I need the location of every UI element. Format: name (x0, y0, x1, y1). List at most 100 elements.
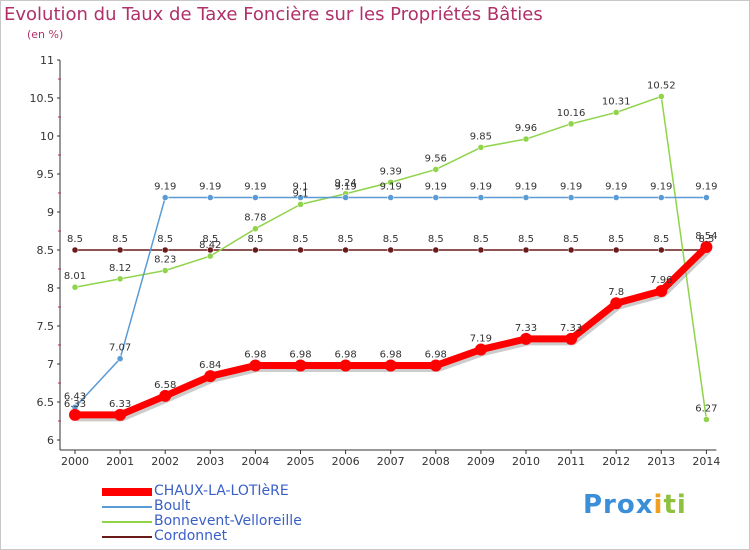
data-label-1: 9.19 (199, 182, 221, 193)
x-tick-label: 2014 (692, 455, 720, 468)
data-point-3 (567, 246, 575, 254)
data-label-1: 9.19 (244, 182, 266, 193)
data-point-0 (114, 408, 127, 421)
data-label-3: 8.5 (653, 234, 669, 245)
x-tick-label: 2008 (422, 455, 450, 468)
data-label-0: 7.33 (560, 323, 582, 334)
data-point-0 (249, 359, 262, 372)
data-point-3 (432, 246, 440, 254)
y-tick-label: 8 (47, 282, 54, 295)
data-label-1: 9.19 (560, 182, 582, 193)
data-point-3 (297, 246, 304, 254)
y-tick-label: 10 (40, 130, 54, 143)
logo-tail: ti (663, 490, 687, 520)
x-tick-label: 2011 (557, 455, 585, 468)
data-point-1 (116, 355, 124, 362)
axes: 6 6.5 7 7.5 8 8.5 9 9.5 10 10.5 11 2000 2001 2002 2003… (30, 54, 721, 468)
data-point-2 (161, 267, 169, 274)
data-label-0: 7.8 (608, 287, 624, 298)
data-label-2: 8.12 (109, 263, 131, 274)
data-labels: 6.33 6.33 6.58 6.84 6.98 6.98 6.98 6.98 6.98 7.19… (64, 80, 718, 414)
chart-subtitle: (en %) (27, 28, 64, 41)
data-label-0: 6.98 (334, 350, 356, 361)
data-label-3: 8.5 (608, 234, 624, 245)
data-label-1: 9.19 (154, 182, 176, 193)
data-label-3: 8.5 (698, 234, 714, 245)
legend-swatch-3 (102, 536, 152, 538)
x-tick-label: 2012 (602, 455, 630, 468)
data-label-3: 8.5 (338, 234, 354, 245)
data-label-0: 6.84 (199, 360, 221, 371)
data-point-1 (432, 194, 440, 201)
data-point-2 (522, 135, 530, 143)
data-point-3 (658, 246, 665, 254)
data-label-2: 10.52 (647, 80, 676, 91)
logo-prox: Prox (583, 490, 654, 520)
y-tick-label: 8.5 (37, 244, 55, 257)
data-point-0 (474, 343, 487, 356)
data-point-2 (252, 225, 259, 232)
data-label-2: 6.27 (695, 403, 717, 414)
legend-label-0: CHAUX-LA-LOTIèRE (154, 483, 289, 499)
legend-label-2: Bonnevent-Velloreille (154, 513, 302, 529)
data-label-3: 8.5 (67, 234, 83, 245)
data-label-1: 9.1 (293, 182, 309, 193)
data-point-1 (703, 194, 710, 201)
data-point-1 (477, 194, 485, 201)
y-tick-label: 11 (40, 54, 54, 67)
data-label-3: 8.5 (563, 234, 579, 245)
data-point-2 (432, 166, 440, 173)
data-label-0: 6.98 (425, 350, 447, 361)
data-point-3 (612, 246, 620, 254)
data-label-0: 6.58 (154, 380, 176, 391)
data-point-2 (387, 179, 394, 186)
x-tick-label: 2013 (647, 455, 675, 468)
data-label-1: 9.19 (605, 182, 627, 193)
data-label-0: 6.98 (244, 350, 266, 361)
data-point-2 (703, 416, 710, 423)
data-point-2 (658, 93, 665, 100)
data-point-3 (477, 246, 485, 254)
data-label-1: 9.19 (380, 182, 402, 193)
legend-label-3: Cordonnet (154, 528, 228, 544)
y-tick-label: 7.5 (37, 320, 55, 333)
x-tick-label: 2010 (512, 455, 540, 468)
x-tick-label: 2006 (332, 455, 360, 468)
data-point-0 (429, 359, 442, 372)
data-point-0 (565, 332, 578, 345)
data-point-0 (520, 332, 532, 345)
data-label-2: 10.16 (557, 108, 586, 119)
data-label-3: 8.5 (157, 234, 173, 245)
data-label-0: 7.96 (650, 275, 672, 286)
y-tick-label: 9.5 (37, 168, 55, 181)
data-point-2 (567, 120, 575, 128)
legend-swatch-1 (102, 506, 152, 508)
data-point-2 (477, 144, 485, 151)
data-point-1 (522, 194, 530, 201)
data-label-2: 8.78 (244, 213, 266, 224)
data-point-2 (116, 275, 124, 283)
data-label-0: 6.98 (380, 350, 402, 361)
data-point-3 (116, 246, 124, 254)
data-label-1: 9.19 (650, 182, 672, 193)
x-tick-label: 2002 (151, 455, 179, 468)
x-tick-label: 2007 (377, 455, 405, 468)
data-point-0 (294, 359, 307, 372)
data-point-2 (297, 201, 304, 208)
data-label-3: 8.5 (518, 234, 534, 245)
data-label-0: 7.19 (470, 334, 492, 345)
data-label-3: 8.5 (473, 234, 489, 245)
data-point-3 (252, 246, 259, 254)
data-label-0: 7.33 (515, 323, 537, 334)
x-tick-label: 2001 (106, 455, 134, 468)
legend-swatch-0 (102, 488, 152, 496)
data-point-1 (612, 194, 620, 201)
data-label-2: 9.24 (334, 178, 356, 189)
data-point-0 (339, 359, 352, 372)
data-point-1 (658, 194, 665, 201)
data-label-2: 9.56 (425, 153, 447, 164)
x-tick-label: 2004 (241, 455, 269, 468)
data-label-0: 6.98 (289, 350, 311, 361)
data-label-1: 9.19 (334, 182, 356, 193)
